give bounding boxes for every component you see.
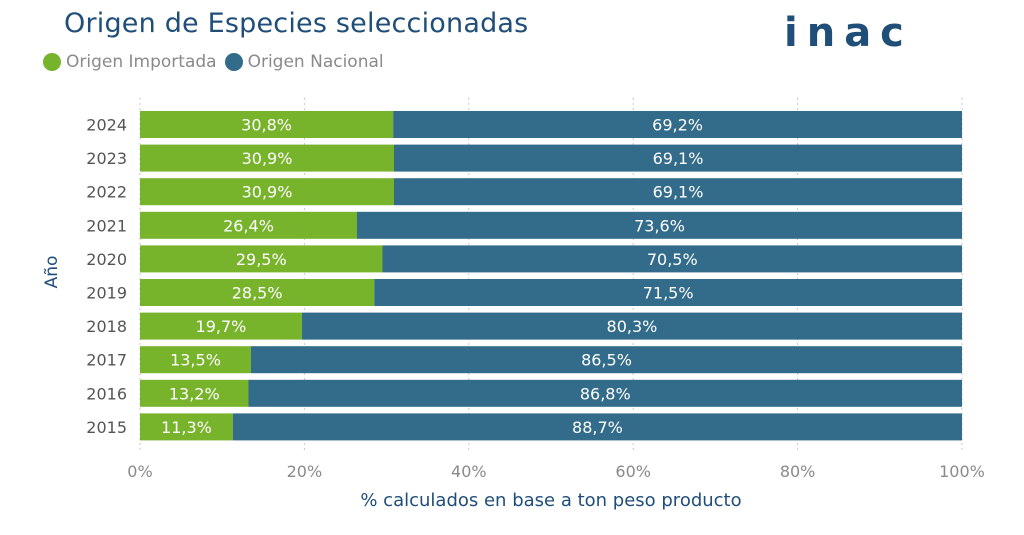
bar-nacional <box>301 312 963 340</box>
data-label-importada: 13,5% <box>170 351 221 370</box>
x-tick-label: 0% <box>127 462 152 481</box>
data-label-importada: 30,9% <box>242 183 293 202</box>
legend-item-nacional[interactable]: Origen Nacional <box>224 52 384 72</box>
bar-nacional <box>393 111 962 138</box>
bar-nacional <box>382 245 962 273</box>
legend-swatch-importada <box>43 53 61 71</box>
bar-nacional <box>393 178 962 206</box>
data-label-nacional: 69,2% <box>652 116 703 135</box>
data-label-importada: 29,5% <box>236 250 287 269</box>
chart-title: Origen de Especies seleccionadas <box>64 8 529 39</box>
bar-importada <box>140 144 394 172</box>
bar-importada <box>140 245 383 273</box>
y-tick-label: 2021 <box>86 216 127 235</box>
bar-importada <box>140 279 375 306</box>
data-label-nacional: 86,5% <box>581 351 632 370</box>
y-tick-label: 2023 <box>86 149 127 168</box>
data-label-importada: 19,7% <box>196 317 247 336</box>
data-label-nacional: 80,3% <box>607 317 658 336</box>
bar-nacional <box>232 413 963 441</box>
bar-nacional <box>357 211 962 239</box>
data-label-nacional: 88,7% <box>572 418 623 437</box>
bar-importada <box>140 178 394 206</box>
bar-importada <box>140 211 358 239</box>
x-tick-label: 100% <box>939 462 985 481</box>
data-label-nacional: 70,5% <box>647 250 698 269</box>
brand-logo: inac <box>784 10 913 56</box>
legend-item-importada[interactable]: Origen Importada <box>43 52 217 72</box>
data-label-importada: 26,4% <box>223 216 274 235</box>
legend-label-importada: Origen Importada <box>66 52 217 72</box>
data-label-nacional: 69,1% <box>653 149 704 168</box>
bar-importada <box>140 111 394 138</box>
y-tick-label: 2015 <box>86 418 127 437</box>
x-tick-label: 80% <box>780 462 816 481</box>
bar-nacional <box>250 346 963 374</box>
bar-importada <box>140 379 249 407</box>
y-tick-label: 2022 <box>86 183 127 202</box>
y-tick-label: 2019 <box>86 284 127 303</box>
data-label-nacional: 71,5% <box>643 284 694 303</box>
y-axis-label: Año <box>42 255 62 289</box>
bar-importada <box>140 413 233 441</box>
y-tick-label: 2020 <box>86 250 127 269</box>
data-label-importada: 30,8% <box>241 116 292 135</box>
data-label-nacional: 73,6% <box>634 216 685 235</box>
x-tick-label: 20% <box>287 462 323 481</box>
legend: Origen Importada Origen Nacional <box>43 52 384 72</box>
data-label-importada: 13,2% <box>169 384 220 403</box>
data-label-importada: 11,3% <box>161 418 212 437</box>
y-tick-label: 2024 <box>86 116 127 135</box>
y-tick-label: 2018 <box>86 317 127 336</box>
data-label-nacional: 86,8% <box>580 384 631 403</box>
legend-swatch-nacional <box>224 53 243 71</box>
data-label-nacional: 69,1% <box>653 183 704 202</box>
x-tick-label: 40% <box>451 462 487 481</box>
x-axis-label: % calculados en base a ton peso producto <box>360 490 742 511</box>
bar-importada <box>140 312 302 340</box>
y-tick-label: 2016 <box>86 384 127 403</box>
legend-label-nacional: Origen Nacional <box>247 52 384 72</box>
x-tick-label: 60% <box>615 462 651 481</box>
bar-nacional <box>374 279 962 306</box>
bar-importada <box>140 346 251 374</box>
bar-nacional <box>393 144 962 172</box>
data-label-importada: 28,5% <box>232 284 283 303</box>
y-tick-label: 2017 <box>86 351 127 370</box>
data-label-importada: 30,9% <box>242 149 293 168</box>
bar-nacional <box>248 379 962 407</box>
